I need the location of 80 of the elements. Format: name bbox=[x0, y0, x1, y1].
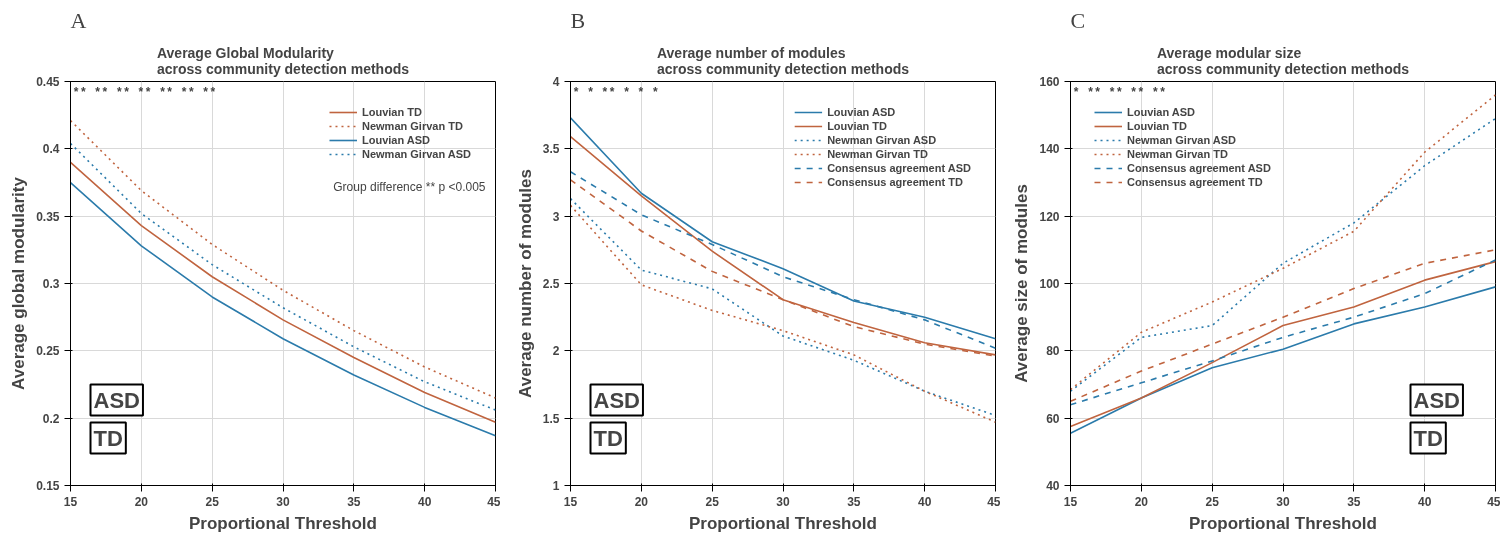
y-tick-label: 100 bbox=[1039, 277, 1060, 291]
y-tick-label: 1 bbox=[552, 479, 560, 493]
y-tick-label: 0.15 bbox=[36, 479, 60, 493]
x-axis-title: Proportional Threshold bbox=[189, 513, 377, 533]
legend-label: Newman Girvan TD bbox=[827, 147, 928, 161]
text: B bbox=[570, 7, 586, 33]
x-tick-label: 35 bbox=[847, 494, 861, 509]
annotation: Group difference ** p <0.005 bbox=[333, 179, 486, 194]
annotation: TD bbox=[593, 425, 623, 451]
y-tick-label: 1.5 bbox=[542, 411, 560, 426]
x-tick-label: 35 bbox=[1347, 494, 1361, 509]
y-tick-label: 0.45 bbox=[36, 75, 60, 89]
y-tick-label: 160 bbox=[1039, 75, 1060, 89]
legend-label: Louvian ASD bbox=[827, 105, 896, 119]
x-tick-label: 25 bbox=[205, 494, 220, 509]
y-tick-label: 2.5 bbox=[542, 277, 560, 291]
annotation: TD bbox=[1413, 425, 1443, 451]
y-tick-label: 0.25 bbox=[36, 344, 60, 359]
x-axis-title: Proportional Threshold bbox=[1189, 513, 1377, 533]
x-tick-label: 15 bbox=[63, 494, 78, 509]
legend-label: Consensus agreement ASD bbox=[1127, 161, 1271, 175]
y-tick-label: 40 bbox=[1046, 479, 1060, 493]
chart-title: Average modular size across community detection methods bbox=[1156, 44, 1410, 77]
y-tick-label: 4 bbox=[552, 75, 560, 89]
x-tick-label: 20 bbox=[1134, 494, 1149, 509]
x-axis-title: Proportional Threshold bbox=[689, 513, 877, 533]
legend-label: Newman Girvan TD bbox=[1127, 147, 1228, 161]
annotation: ASD bbox=[1413, 387, 1460, 413]
legend-label: Consensus agreement TD bbox=[1127, 175, 1263, 189]
y-tick-label: 60 bbox=[1046, 411, 1060, 426]
annotation: * * ** * * * bbox=[572, 85, 659, 100]
y-axis-title: Average number of modules bbox=[515, 169, 535, 398]
y-axis-title: Average global modularity bbox=[9, 176, 29, 390]
annotation: ** ** ** ** ** ** ** bbox=[72, 85, 217, 100]
annotation: ASD bbox=[93, 387, 140, 413]
x-tick-label: 15 bbox=[1063, 494, 1078, 509]
y-tick-label: 140 bbox=[1039, 142, 1060, 157]
annotation: TD bbox=[93, 425, 123, 451]
legend-label: Newman Girvan ASD bbox=[827, 133, 937, 147]
x-tick-label: 15 bbox=[563, 494, 578, 509]
legend-label: Consensus agreement ASD bbox=[827, 161, 971, 175]
x-tick-label: 45 bbox=[487, 494, 501, 509]
text: A bbox=[70, 7, 87, 33]
x-tick-label: 45 bbox=[987, 494, 1001, 509]
x-tick-label: 20 bbox=[134, 494, 149, 509]
y-tick-label: 2 bbox=[552, 344, 560, 359]
x-tick-label: 30 bbox=[776, 494, 790, 509]
y-tick-label: 3.5 bbox=[542, 142, 560, 157]
legend-label: Louvian ASD bbox=[1127, 105, 1196, 119]
annotation: ASD bbox=[593, 387, 640, 413]
x-tick-label: 25 bbox=[1205, 494, 1220, 509]
x-tick-label: 25 bbox=[705, 494, 720, 509]
legend-label: Newman Girvan TD bbox=[361, 119, 463, 133]
y-tick-label: 0.3 bbox=[42, 277, 60, 291]
x-tick-label: 40 bbox=[1417, 494, 1432, 509]
y-tick-label: 0.2 bbox=[42, 411, 60, 426]
y-axis-title: Average size of modules bbox=[1012, 184, 1032, 383]
x-tick-label: 40 bbox=[417, 494, 432, 509]
legend-label: Louvian TD bbox=[1127, 119, 1187, 133]
x-tick-label: 45 bbox=[1487, 494, 1501, 509]
x-tick-label: 20 bbox=[634, 494, 649, 509]
legend-label: Consensus agreement TD bbox=[827, 175, 963, 189]
legend-label: Louvian ASD bbox=[361, 133, 431, 147]
y-tick-label: 120 bbox=[1039, 209, 1060, 224]
y-tick-label: 3 bbox=[552, 209, 560, 224]
legend-label: Newman Girvan ASD bbox=[1127, 133, 1237, 147]
y-tick-label: 80 bbox=[1046, 344, 1060, 359]
y-tick-label: 0.35 bbox=[36, 209, 60, 224]
legend-label: Newman Girvan ASD bbox=[361, 147, 471, 161]
legend-label: Louvian TD bbox=[827, 119, 888, 133]
y-tick-label: 0.4 bbox=[42, 142, 60, 157]
annotation: * ** ** ** ** bbox=[1072, 85, 1167, 100]
x-tick-label: 30 bbox=[1276, 494, 1290, 509]
chart-title: Average number of modules across community detection methods bbox=[656, 44, 910, 77]
chart-title: Average Global Modularity across community detection methods bbox=[156, 44, 410, 77]
x-tick-label: 35 bbox=[347, 494, 361, 509]
x-tick-label: 30 bbox=[276, 494, 290, 509]
text: C bbox=[1070, 7, 1086, 33]
legend-label: Louvian TD bbox=[361, 105, 422, 119]
x-tick-label: 40 bbox=[917, 494, 932, 509]
